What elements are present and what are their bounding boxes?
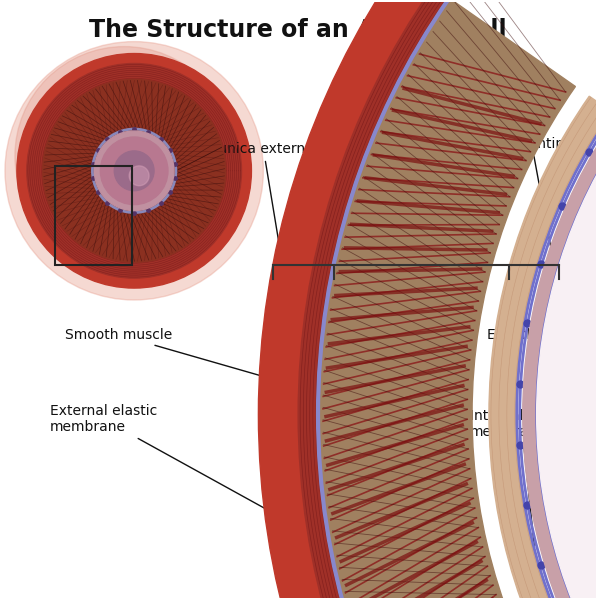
Text: Smooth muscle: Smooth muscle: [65, 328, 392, 413]
Circle shape: [15, 47, 233, 265]
Wedge shape: [259, 0, 433, 600]
Wedge shape: [298, 0, 449, 600]
Wedge shape: [489, 96, 600, 600]
Text: Tunica externa: Tunica externa: [212, 142, 314, 262]
Text: External elastic
membrane: External elastic membrane: [50, 404, 322, 540]
Text: Internal elastic
membrane: Internal elastic membrane: [470, 409, 573, 548]
Circle shape: [100, 137, 168, 205]
Text: Tunica media: Tunica media: [382, 122, 473, 262]
Circle shape: [129, 166, 149, 186]
Text: The Structure of an Artery Wall: The Structure of an Artery Wall: [89, 17, 507, 41]
Text: Endothelium: Endothelium: [487, 325, 575, 342]
Circle shape: [27, 64, 241, 278]
Circle shape: [5, 41, 263, 300]
Circle shape: [94, 131, 174, 211]
Wedge shape: [318, 0, 575, 600]
Wedge shape: [536, 124, 600, 600]
Wedge shape: [523, 116, 600, 600]
Text: Tunica intima: Tunica intima: [485, 137, 578, 262]
Bar: [55, 166, 132, 265]
Circle shape: [114, 151, 154, 191]
Circle shape: [43, 79, 226, 262]
Circle shape: [17, 53, 251, 288]
